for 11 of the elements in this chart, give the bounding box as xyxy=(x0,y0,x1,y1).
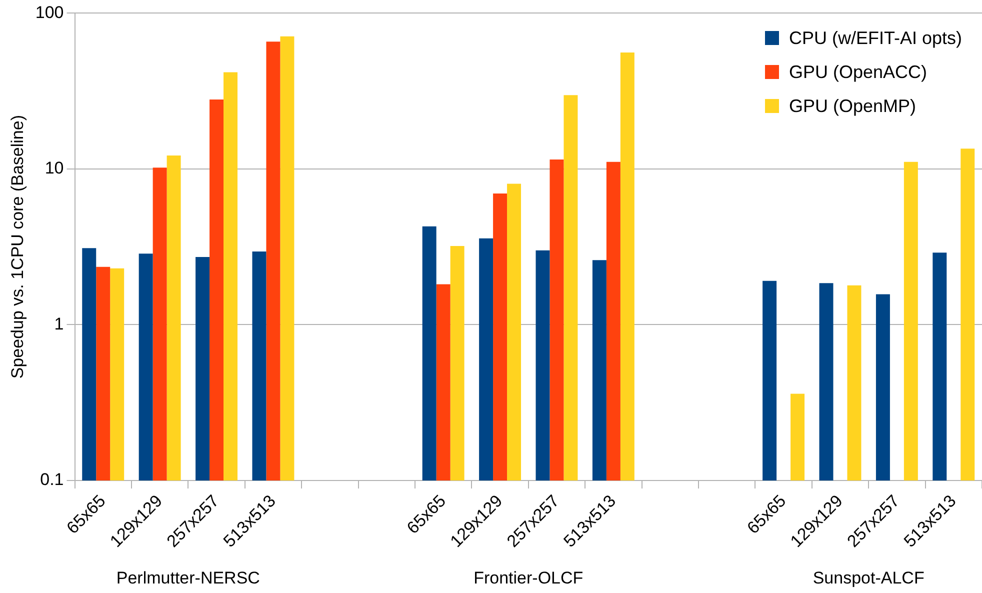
legend-label: GPU (OpenMP) xyxy=(789,96,916,117)
legend-label: CPU (w/EFIT-AI opts) xyxy=(789,28,962,49)
y-tick-label: 10 xyxy=(44,158,64,178)
y-axis-title: Speedup vs. 1CPU core (Baseline) xyxy=(8,115,27,379)
y-tick-label: 0.1 xyxy=(40,470,64,490)
legend-label: GPU (OpenACC) xyxy=(789,62,928,83)
text: Perlmutter-NERSC xyxy=(116,568,260,588)
y-tick-label: 1 xyxy=(54,314,64,334)
y-tick-label: 100 xyxy=(35,2,64,22)
text: Sunspot-ALCF xyxy=(812,568,924,588)
text: Frontier-OLCF xyxy=(474,568,584,588)
